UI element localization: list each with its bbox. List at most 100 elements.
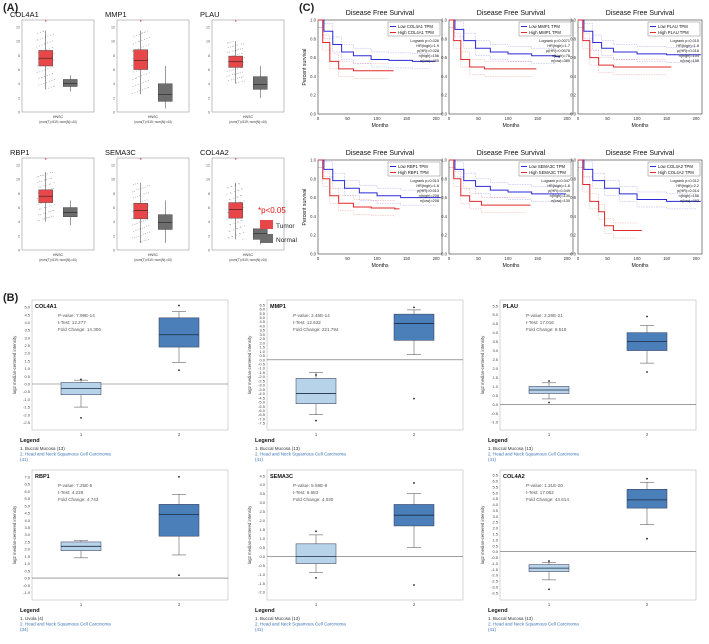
a-gene-title: RBP1 — [10, 148, 30, 157]
b-y-tick: 5.5 — [259, 311, 265, 316]
c-legend-box — [387, 21, 441, 37]
a-jitter-dot — [40, 83, 42, 85]
b-y-tick: 2.0 — [492, 526, 498, 531]
b-legend-title: Legend — [255, 608, 275, 614]
a-normal-box — [63, 79, 78, 87]
b-y-tick: 0.0 — [24, 576, 30, 581]
a-jitter-dot — [38, 176, 40, 178]
a-jitter-dot — [236, 68, 238, 70]
a-jitter-dot — [228, 42, 230, 44]
c-y-tick: 0.8 — [310, 176, 316, 181]
c-series-line — [449, 159, 566, 195]
a-jitter-dot — [143, 220, 145, 222]
a-jitter-dot — [147, 239, 149, 241]
a-jitter-dot — [233, 222, 235, 224]
a-jitter-dot — [134, 223, 136, 225]
b-y-tick: -3.5 — [491, 590, 499, 595]
a-y-tick: 6 — [208, 206, 210, 210]
b-pvalue: P-value: 2.45E-14 — [293, 313, 330, 318]
c-ci-upper — [578, 19, 697, 48]
a-jitter-dot — [234, 184, 236, 186]
a-jitter-dot — [37, 192, 39, 194]
b-outlier — [80, 416, 82, 419]
a-jitter-dot — [49, 74, 51, 76]
a-jitter-dot — [144, 199, 146, 201]
a-jitter-dot — [226, 51, 228, 53]
b-y-tick: 1.0 — [492, 384, 498, 389]
c-x-tick: 0 — [577, 256, 580, 261]
a-jitter-dot — [145, 45, 147, 47]
b-group1-box — [295, 378, 337, 404]
a-y-tick: 0 — [18, 249, 20, 253]
a-jitter-dot — [231, 235, 233, 237]
c-x-tick: 0 — [317, 256, 320, 261]
c-y-tick: 0.4 — [570, 214, 576, 219]
a-y-tick: 8 — [208, 54, 210, 58]
a-jitter-dot — [134, 196, 136, 198]
a-jitter-dot — [147, 79, 149, 81]
a-jitter-dot — [46, 42, 48, 44]
a-jitter-dot — [141, 89, 143, 91]
c-y-tick: 1.0 — [570, 158, 576, 163]
b-group2-box — [626, 489, 668, 509]
b-pvalue: P-value: 1.31E-20 — [526, 483, 563, 488]
c-title: Disease Free Survival — [606, 150, 675, 157]
c-stat-line: n(low)=465 — [420, 59, 439, 63]
b-y-tick: -2.5 — [491, 579, 499, 584]
a-jitter-dot — [53, 209, 55, 211]
a-jitter-dot — [37, 39, 39, 41]
b-y-tick: -1.0 — [23, 590, 31, 595]
a-jitter-dot — [131, 191, 133, 193]
b-y-tick: -4.0 — [258, 391, 266, 396]
a-jitter-dot — [143, 74, 145, 76]
a-jitter-dot — [132, 197, 134, 199]
a-jitter-dot — [231, 69, 233, 71]
a-jitter-dot — [138, 221, 140, 223]
a-jitter-dot — [51, 188, 53, 190]
a-jitter-dot — [141, 240, 143, 242]
c-x-tick: 0 — [577, 116, 580, 121]
b-y-tick: -1.0 — [491, 420, 499, 425]
c-y-tick: 0.0 — [441, 112, 447, 117]
c-x-tick: 100 — [505, 256, 513, 261]
a-jitter-dot — [134, 92, 136, 94]
b-x-tick: 2 — [413, 602, 416, 607]
b-y-tick: 2.5 — [492, 357, 498, 362]
b-x-tick: 1 — [548, 432, 551, 437]
a-legend-normal-label: Normal — [276, 237, 298, 244]
a-jitter-dot — [142, 233, 144, 235]
a-jitter-dot — [49, 41, 51, 43]
b-y-tick: 3.5 — [492, 339, 498, 344]
b-fold: Fold Change: 43.614 — [526, 497, 569, 502]
b-ttest: t-Test: 4.228 — [58, 490, 84, 495]
b-y-tick: -2.0 — [491, 573, 499, 578]
a-gene-title: MMP1 — [105, 10, 127, 19]
a-jitter-dot — [48, 48, 50, 50]
c-y-tick: 0.8 — [570, 36, 576, 41]
b-legend-item: (41) — [255, 627, 264, 632]
b-outlier — [315, 374, 317, 376]
b-legend-item: 1. Buccal Mucosa (13) — [255, 446, 300, 451]
a-jitter-dot — [43, 185, 45, 187]
b-gene-title: RBP1 — [35, 474, 50, 480]
a-jitter-dot — [238, 82, 240, 84]
c-y-tick: 0.6 — [441, 195, 447, 200]
b-y-tick: 2.0 — [259, 518, 265, 523]
a-jitter-dot — [45, 217, 47, 219]
c-y-tick: 0.8 — [441, 36, 447, 41]
c-title: Disease Free Survival — [346, 150, 415, 157]
a-y-tick: 0 — [18, 111, 20, 115]
a-y-tick: 2 — [113, 234, 115, 238]
b-y-tick: 3.0 — [259, 332, 265, 337]
b-y-tick: 5.0 — [492, 490, 498, 495]
a-sig-star: * — [235, 158, 237, 164]
a-jitter-dot — [147, 232, 149, 234]
b-y-tick: 0.0 — [492, 549, 498, 554]
a-jitter-dot — [44, 76, 46, 78]
b-y-tick: -2.0 — [258, 374, 266, 379]
c-ci-lower — [449, 27, 556, 65]
a-jitter-dot — [227, 212, 229, 214]
b-y-tick: -0.5 — [491, 555, 499, 560]
a-jitter-dot — [53, 53, 55, 55]
c-y-tick: 0.0 — [570, 252, 576, 257]
